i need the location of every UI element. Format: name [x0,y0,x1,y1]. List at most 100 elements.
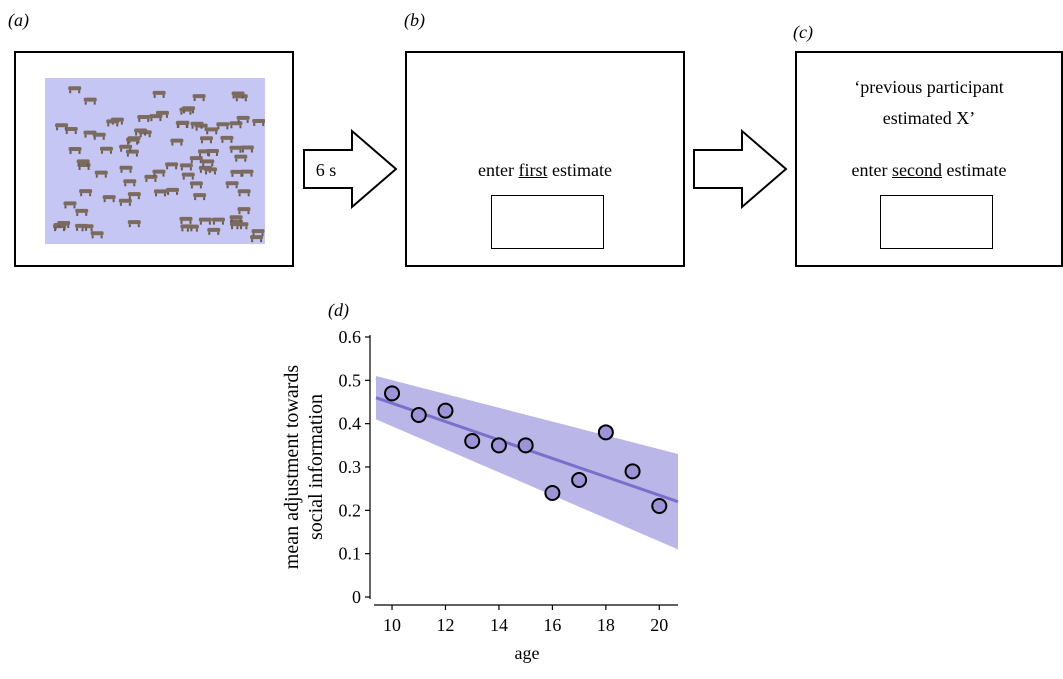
stimulus-object [92,132,106,140]
stimulus-object [179,216,193,224]
stimulus-object [63,201,77,209]
stimulus-object [83,97,97,105]
stimulus-object [251,229,265,237]
data-point [437,402,454,419]
stimulus-object [237,189,251,197]
stimulus-object [75,223,89,231]
stimulus-object [193,193,207,201]
stimulus-object [123,179,137,187]
stimulus-object [179,163,193,171]
stimulus-object [57,221,71,229]
panel-a-label: (a) [8,10,29,30]
stimulus-object [166,187,180,195]
first-estimate-prompt: enter first estimate [478,160,612,180]
stimulus-object [152,90,166,98]
data-point [571,472,588,488]
x-tick-label: 18 [597,615,615,635]
stimulus-object [102,195,116,203]
stimulus-object [199,136,213,144]
x-axis-label: age [515,643,540,663]
stimulus-object [119,144,133,152]
x-tick-label: 10 [383,615,401,635]
stimulus-object [165,162,179,170]
stimulus-object [118,198,132,206]
stimulus-object [64,127,78,135]
x-tick-label: 12 [436,615,454,635]
second-estimate-input[interactable] [880,195,993,249]
second-estimate-screen: ‘previous participant estimated X’ enter… [795,51,1063,267]
panel-d-label: (d) [328,300,349,320]
y-axis-label-line2: social information [305,394,327,540]
stimulus-object [201,159,215,167]
first-estimate-screen: enter first estimate [405,51,685,267]
stimulus-object [236,115,250,123]
y-tick-label: 0.1 [339,544,362,564]
y-tick-label: 0 [352,587,361,607]
stimulus-object [126,137,140,145]
stimulus-object [68,86,82,94]
stimulus-object [230,222,244,230]
data-point [384,385,401,402]
stimulus-object [181,172,195,180]
stimulus-object [225,181,239,189]
stimulus-object [229,215,243,223]
stimulus-object [90,231,104,239]
stimulus-object [182,106,196,114]
panel-b-label: (b) [404,10,425,30]
stimulus-object [190,121,204,129]
y-tick-label: 0.3 [339,457,362,477]
stimulus-object [119,165,133,173]
x-tick-label: 16 [543,615,561,635]
stimulus-object [127,220,141,228]
second-estimate-prompt: enter second estimate [851,160,1007,180]
stimulus-object [250,235,264,243]
confidence-band [376,376,678,550]
stimulus-object [134,128,148,136]
stimulus-object [211,217,225,225]
stimulus-object [207,227,221,235]
stimulus-object [220,135,234,143]
stimulus-object [237,207,251,215]
stimulus-object [230,169,244,177]
data-point [624,463,641,480]
data-point [517,437,534,454]
y-tick-label: 0.5 [339,370,362,390]
data-point [544,485,561,501]
stimulus-object [205,127,219,135]
stimulus-object [204,167,218,175]
x-tick-label: 14 [490,615,508,635]
stimulus-object [106,119,120,127]
stimulus-object [180,224,194,232]
data-point [464,433,481,449]
stimulus-object [94,170,108,178]
stimulus-object [79,189,93,197]
social-info-line1: ‘previous participant [854,77,1004,97]
stimulus-object [198,217,212,225]
arrow-delay-label: 6 s [316,160,337,180]
y-tick-label: 0.2 [339,500,362,520]
data-point [597,424,614,441]
stimulus-object [75,208,89,216]
stimulus-object [152,169,166,177]
x-tick-label: 20 [650,615,668,635]
stimulus-object [240,145,254,153]
stimulus-object [252,119,265,127]
y-tick-label: 0.6 [339,327,362,347]
stimulus-object [176,120,190,128]
data-point [490,437,507,454]
data-point [651,498,668,514]
stimulus-object [234,154,248,162]
stimulus-object [68,147,82,155]
stimulus-object [170,138,184,146]
y-axis-label-line1: mean adjustment towards [281,365,303,570]
arrow-to-second-estimate [693,128,788,210]
first-estimate-input[interactable] [491,195,604,249]
stimulus-object [216,122,230,130]
stimulus-object [229,145,243,153]
stimulus-object [76,159,90,167]
stimulus-object [55,123,69,131]
arrow-to-first-estimate: 6 s [303,128,398,210]
stimulus-object [231,91,245,99]
stimulus-object [192,94,206,102]
stimulus-object [240,169,254,177]
